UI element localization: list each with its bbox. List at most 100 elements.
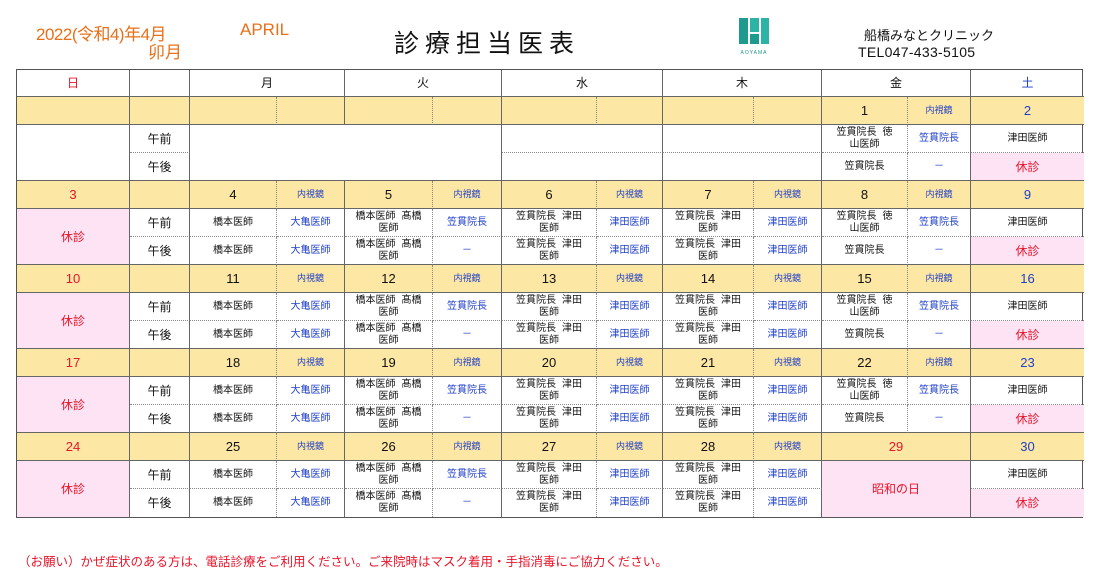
doctor-part3: 医師 bbox=[378, 474, 399, 486]
doctor-cell: 笠貫院長 bbox=[908, 209, 971, 237]
doctor-cell: 笠貫院長 津田 医師 bbox=[663, 209, 754, 237]
doctor-cell: 笠貫院長 津田 医師 bbox=[663, 293, 754, 321]
endoscopy-cell-empty bbox=[277, 97, 345, 125]
date-sunday: 10 bbox=[65, 270, 81, 286]
date-number: 13 bbox=[541, 270, 557, 286]
endoscopy-cell: 内視鏡 bbox=[433, 433, 502, 461]
doctor-part1: 笠貫院長 bbox=[516, 462, 556, 474]
doctor-cell: 津田医師 bbox=[754, 293, 822, 321]
dash: － bbox=[934, 244, 944, 256]
doctor-name: 橋本医師 bbox=[213, 384, 253, 396]
doctor-part3: 山医師 bbox=[849, 222, 880, 234]
doctor-part1: 笠貫院長 bbox=[516, 238, 556, 250]
doctor-part3: 医師 bbox=[698, 306, 718, 318]
closed-label: 休診 bbox=[60, 229, 85, 244]
endoscopy-label: 内視鏡 bbox=[773, 357, 801, 368]
date-cell: 4 bbox=[190, 181, 277, 209]
closed-label: 休診 bbox=[1015, 327, 1040, 342]
doctor-part3: 山医師 bbox=[849, 138, 880, 150]
endoscopy-cell: 内視鏡 bbox=[277, 265, 345, 293]
date-cell-empty bbox=[345, 97, 433, 125]
header-year: 2022(令和4)年4月 bbox=[36, 25, 167, 44]
endoscopy-label: 内視鏡 bbox=[773, 189, 801, 200]
doctor-cell: 津田医師 bbox=[597, 237, 663, 265]
dash: － bbox=[462, 497, 472, 508]
doctor-cell: 橋本医師 髙橋 医師 bbox=[345, 489, 433, 517]
date-sunday: 24 bbox=[65, 438, 81, 454]
date-label-cell bbox=[130, 349, 190, 377]
date-cell: 27 bbox=[502, 433, 597, 461]
doctor-cell: 笠貫院長 bbox=[908, 125, 971, 153]
doctor-part2: 津田 bbox=[721, 294, 741, 306]
date-saturday: 30 bbox=[1020, 438, 1035, 454]
doctor-cell: 笠貫院長 津田 医師 bbox=[502, 293, 597, 321]
doctor-part2: 髙橋 bbox=[401, 378, 422, 390]
session-am: 午前 bbox=[147, 131, 172, 146]
endoscopy-label: 内視鏡 bbox=[453, 273, 481, 284]
date-holiday: 29 bbox=[888, 438, 904, 454]
page-title: 診療担当医表 bbox=[394, 29, 581, 58]
doctor-cell: 笠貫院長 津田 医師 bbox=[502, 489, 597, 517]
doctor-name: 笠貫院長 bbox=[447, 216, 487, 228]
endoscopy-label: 内視鏡 bbox=[925, 189, 953, 200]
doctor-cell: 笠貫院長 津田 医師 bbox=[502, 321, 597, 349]
date-cell: 26 bbox=[345, 433, 433, 461]
doctor-part2: 津田 bbox=[562, 491, 582, 502]
doctor-cell: 大亀医師 bbox=[277, 321, 345, 349]
doctor-part1: 笠貫院長 bbox=[836, 294, 877, 306]
doctor-part2: 徳 bbox=[882, 378, 893, 390]
doctor-cell: 笠貫院長 津田 医師 bbox=[663, 377, 754, 405]
clinic-name: 船橋みなとクリニック bbox=[864, 29, 995, 44]
doctor-cell: 津田医師 bbox=[754, 321, 822, 349]
doctor-cell: 笠貫院長 津田 医師 bbox=[663, 321, 754, 349]
closed-label: 休診 bbox=[60, 313, 85, 328]
doctor-part3: 医師 bbox=[539, 390, 559, 402]
date-number: 28 bbox=[700, 438, 716, 454]
doctor-cell: 笠貫院長 津田 医師 bbox=[663, 489, 754, 517]
doctor-cell: － bbox=[908, 237, 971, 265]
doctor-name: 津田医師 bbox=[1007, 384, 1048, 396]
blank-cell bbox=[190, 125, 502, 181]
weekday-header: 木 bbox=[663, 70, 822, 97]
doctor-part2: 髙橋 bbox=[401, 238, 422, 250]
date-cell-empty bbox=[190, 97, 277, 125]
closed-label: 休診 bbox=[1015, 496, 1040, 510]
doctor-cell: 笠貫院長 bbox=[433, 377, 502, 405]
session-am: 午前 bbox=[147, 383, 172, 398]
doctor-cell: 笠貫院長徳山医師 bbox=[822, 293, 908, 321]
endoscopy-label: 内視鏡 bbox=[453, 441, 481, 452]
session-pm: 午後 bbox=[147, 243, 172, 258]
session-label: 午前 bbox=[130, 125, 190, 153]
endoscopy-cell: 内視鏡 bbox=[277, 433, 345, 461]
date-cell: 1 bbox=[822, 97, 908, 125]
doctor-part2: 津田 bbox=[562, 210, 582, 222]
weekday-sun: 日 bbox=[66, 76, 79, 90]
doctor-name: 津田医師 bbox=[609, 384, 650, 396]
date-number: 8 bbox=[860, 186, 869, 202]
endoscopy-cell: 内視鏡 bbox=[908, 97, 971, 125]
doctor-part3: 山医師 bbox=[849, 306, 880, 318]
date-cell: 13 bbox=[502, 265, 597, 293]
doctor-cell: 橋本医師 bbox=[190, 209, 277, 237]
date-cell: 24 bbox=[17, 433, 130, 461]
doctor-part1: 笠貫院長 bbox=[516, 406, 556, 418]
date-cell-empty bbox=[663, 97, 754, 125]
doctor-name: 津田医師 bbox=[767, 384, 808, 396]
holiday-cell: 昭和の日 bbox=[822, 461, 971, 517]
doctor-part2: 髙橋 bbox=[401, 322, 422, 334]
doctor-part2: 津田 bbox=[721, 406, 741, 418]
doctor-cell: 大亀医師 bbox=[277, 209, 345, 237]
doctor-part2: 津田 bbox=[562, 238, 582, 250]
doctor-part1: 笠貫院長 bbox=[516, 378, 556, 390]
doctor-part1: 笠貫院長 bbox=[836, 378, 877, 390]
date-cell: 6 bbox=[502, 181, 597, 209]
footer-note: （お願い）かぜ症状のある方は、電話診療をご利用ください。ご来院時はマスク着用・手… bbox=[18, 554, 668, 569]
doctor-cell: 津田医師 bbox=[597, 377, 663, 405]
doctor-name: 津田医師 bbox=[767, 244, 808, 256]
doctor-part2: 津田 bbox=[721, 491, 741, 502]
doctor-cell: 笠貫院長 bbox=[433, 461, 502, 489]
endoscopy-label: 内視鏡 bbox=[615, 441, 643, 452]
doctor-part3: 医師 bbox=[378, 503, 399, 514]
date-cell: 5 bbox=[345, 181, 433, 209]
doctor-name: 笠貫院長 bbox=[447, 384, 487, 396]
